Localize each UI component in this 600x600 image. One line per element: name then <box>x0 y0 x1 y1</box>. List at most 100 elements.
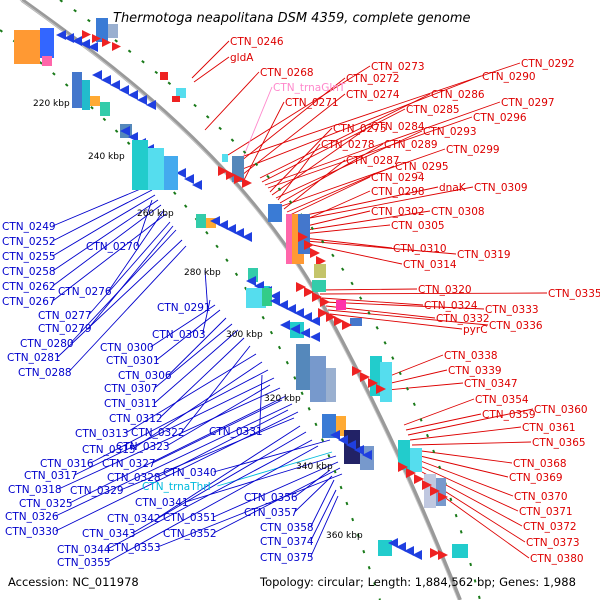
gene-arrow-117 <box>398 462 408 472</box>
label-connector-10 <box>259 93 431 179</box>
gene-block-43 <box>196 214 206 228</box>
gene-label-ctn-0293: CTN_0293 <box>423 126 477 138</box>
gene-label-ctn-0258: CTN_0258 <box>2 266 56 278</box>
gene-arrow-45 <box>210 216 220 226</box>
gene-label-ctn-0255: CTN_0255 <box>2 251 56 263</box>
gene-label-ctn-0289: CTN_0289 <box>384 139 438 151</box>
label-connector-7 <box>239 75 482 171</box>
gene-label-ctn-0316: CTN_0316 <box>40 458 94 470</box>
label-connector-21 <box>159 337 245 419</box>
gene-arrow-91 <box>280 320 290 330</box>
gene-label-ctn-0299: CTN_0299 <box>446 144 500 156</box>
label-connector-38 <box>327 309 489 326</box>
gene-arrow-126 <box>404 546 414 556</box>
gene-block-9 <box>96 18 108 42</box>
label-connector-44 <box>213 467 341 534</box>
gene-arrow-60 <box>298 232 308 242</box>
gene-arrow-7 <box>80 39 90 49</box>
label-connector-28 <box>299 210 431 232</box>
label-connector-37 <box>294 469 331 498</box>
gene-label-ctn-0305: CTN_0305 <box>391 220 445 232</box>
gene-label-ctn-0296: CTN_0296 <box>473 112 527 124</box>
label-connector-45 <box>407 408 534 436</box>
label-connector-12 <box>202 299 211 335</box>
gene-arrow-109 <box>338 435 348 445</box>
gene-arrow-11 <box>82 30 91 39</box>
gene-label-ctn-0246: CTN_0246 <box>230 36 284 48</box>
tick-label-280: 280 kbp <box>184 268 221 278</box>
gene-arrow-22 <box>128 90 138 100</box>
gene-label-ctn-0374: CTN_0374 <box>260 536 314 548</box>
gene-arrow-63 <box>316 256 326 266</box>
label-connector-6 <box>235 77 346 166</box>
label-connector-20 <box>281 148 446 207</box>
gene-arrow-129 <box>430 548 440 558</box>
label-connector-31 <box>305 240 457 255</box>
gene-arrow-62 <box>310 248 320 258</box>
gene-arrow-111 <box>354 445 364 455</box>
label-connector-19 <box>154 323 233 389</box>
gene-arrow-20 <box>110 80 120 90</box>
gene-arrow-8 <box>88 42 98 52</box>
gene-label-ctn-0380: CTN_0380 <box>530 553 584 565</box>
gene-label-ctn-0302: CTN_0302 <box>371 206 425 218</box>
gene-label-ctn-0352: CTN_0352 <box>163 528 217 540</box>
gene-arrow-88 <box>334 316 344 326</box>
gene-arrow-79 <box>278 300 288 310</box>
gene-block-76 <box>246 288 266 308</box>
label-connector-9 <box>204 269 209 308</box>
gene-block-39 <box>164 156 178 190</box>
gene-arrow-83 <box>310 316 320 326</box>
gene-label-ctn-0280: CTN_0280 <box>20 338 74 350</box>
gene-label-ctn-0297: CTN_0297 <box>501 97 555 109</box>
tick-label-340: 340 kbp <box>296 462 333 472</box>
gene-block-10 <box>108 24 118 38</box>
gene-arrow-14 <box>112 42 121 51</box>
gene-block-64 <box>248 268 258 282</box>
gene-label-ctn-0303: CTN_0303 <box>152 329 206 341</box>
label-connector-47 <box>157 473 343 548</box>
label-connector-32 <box>307 243 403 265</box>
gene-label-ctn-0368: CTN_0368 <box>513 458 567 470</box>
gene-label-ctn-0308: CTN_0308 <box>431 206 485 218</box>
label-connector-40 <box>213 461 339 518</box>
label-connector-28 <box>90 369 269 464</box>
label-connector-14 <box>267 116 473 189</box>
gene-block-104 <box>322 414 336 438</box>
gene-block-50 <box>222 154 228 162</box>
label-connector-16 <box>271 125 371 196</box>
gene-label-glda: gldA <box>230 52 254 64</box>
label-connector-13 <box>70 229 177 344</box>
label-connector-10 <box>88 221 171 316</box>
gene-arrow-18 <box>92 70 102 80</box>
label-connector-43 <box>403 398 475 426</box>
label-connector-15 <box>269 127 333 193</box>
gene-arrow-103 <box>376 384 386 394</box>
label-connector-11 <box>243 101 285 181</box>
gene-block-38 <box>148 148 164 190</box>
label-connector-35 <box>69 395 287 504</box>
gene-block-42 <box>172 96 180 102</box>
gene-label-ctn-trnaglnt: CTN_trnaGlnT <box>273 82 346 94</box>
label-connector-4 <box>52 194 156 257</box>
gene-label-ctn-trnathri: CTN_trnaThrI <box>142 481 211 493</box>
gene-label-ctn-0287: CTN_0287 <box>346 155 400 167</box>
gene-block-1 <box>14 30 40 64</box>
gene-arrow-4 <box>56 30 66 40</box>
gene-arrow-82 <box>302 312 312 322</box>
label-connector-22 <box>286 165 395 213</box>
label-connector-35 <box>321 297 424 306</box>
gene-label-ctn-0373: CTN_0373 <box>526 537 580 549</box>
genome-backbone-shadow <box>19 0 459 600</box>
gene-arrow-47 <box>226 224 236 234</box>
gene-label-ctn-0375: CTN_0375 <box>260 552 314 564</box>
gene-arrow-35 <box>184 174 194 184</box>
gene-label-ctn-0355: CTN_0355 <box>57 557 111 569</box>
map-title: Thermotoga neapolitana DSM 4359, complet… <box>113 11 471 26</box>
label-connector-8 <box>52 213 167 302</box>
gene-label-ctn-0312: CTN_0312 <box>109 413 163 425</box>
gene-label-ctn-0267: CTN_0267 <box>2 296 56 308</box>
gene-block-113 <box>398 440 410 470</box>
gene-arrow-112 <box>362 450 372 460</box>
gene-label-ctn-0320: CTN_0320 <box>418 284 472 296</box>
